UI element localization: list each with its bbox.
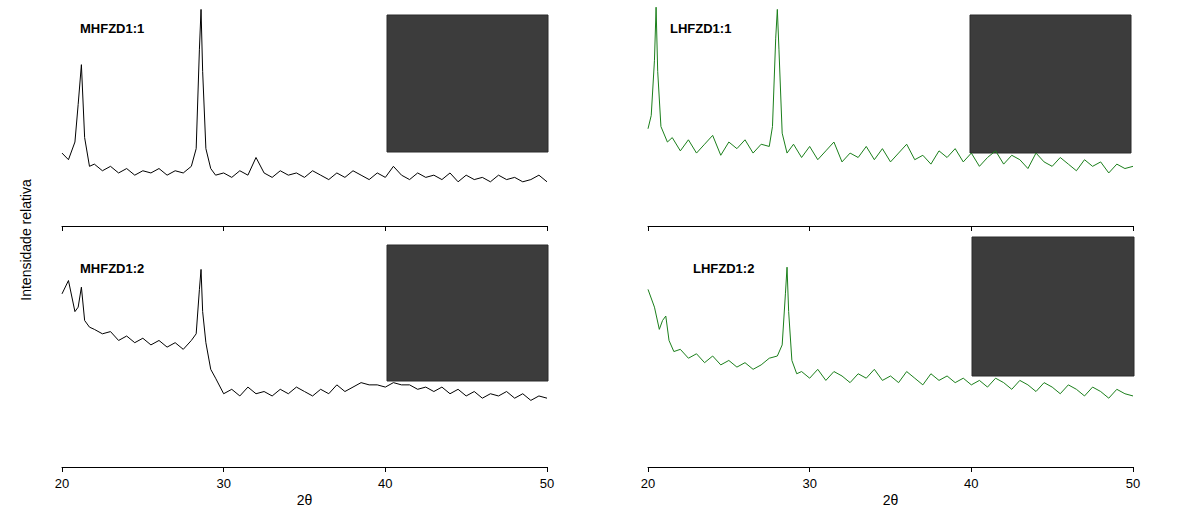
svg-text:Intensidade relativa: Intensidade relativa (18, 179, 34, 301)
svg-text:30: 30 (802, 476, 816, 491)
svg-text:2θ: 2θ (297, 492, 313, 508)
svg-text:20: 20 (55, 476, 69, 491)
svg-text:50: 50 (1126, 476, 1140, 491)
svg-text:2θ: 2θ (883, 492, 899, 508)
svg-text:50: 50 (540, 476, 554, 491)
svg-text:MHFZD1:1: MHFZD1:1 (80, 21, 144, 36)
svg-text:30: 30 (216, 476, 230, 491)
svg-text:40: 40 (378, 476, 392, 491)
svg-text:MHFZD1:2: MHFZD1:2 (80, 261, 144, 276)
svg-text:LHFZD1:2: LHFZD1:2 (693, 261, 754, 276)
svg-text:40: 40 (964, 476, 978, 491)
svg-text:20: 20 (641, 476, 655, 491)
svg-text:LHFZD1:1: LHFZD1:1 (670, 21, 731, 36)
